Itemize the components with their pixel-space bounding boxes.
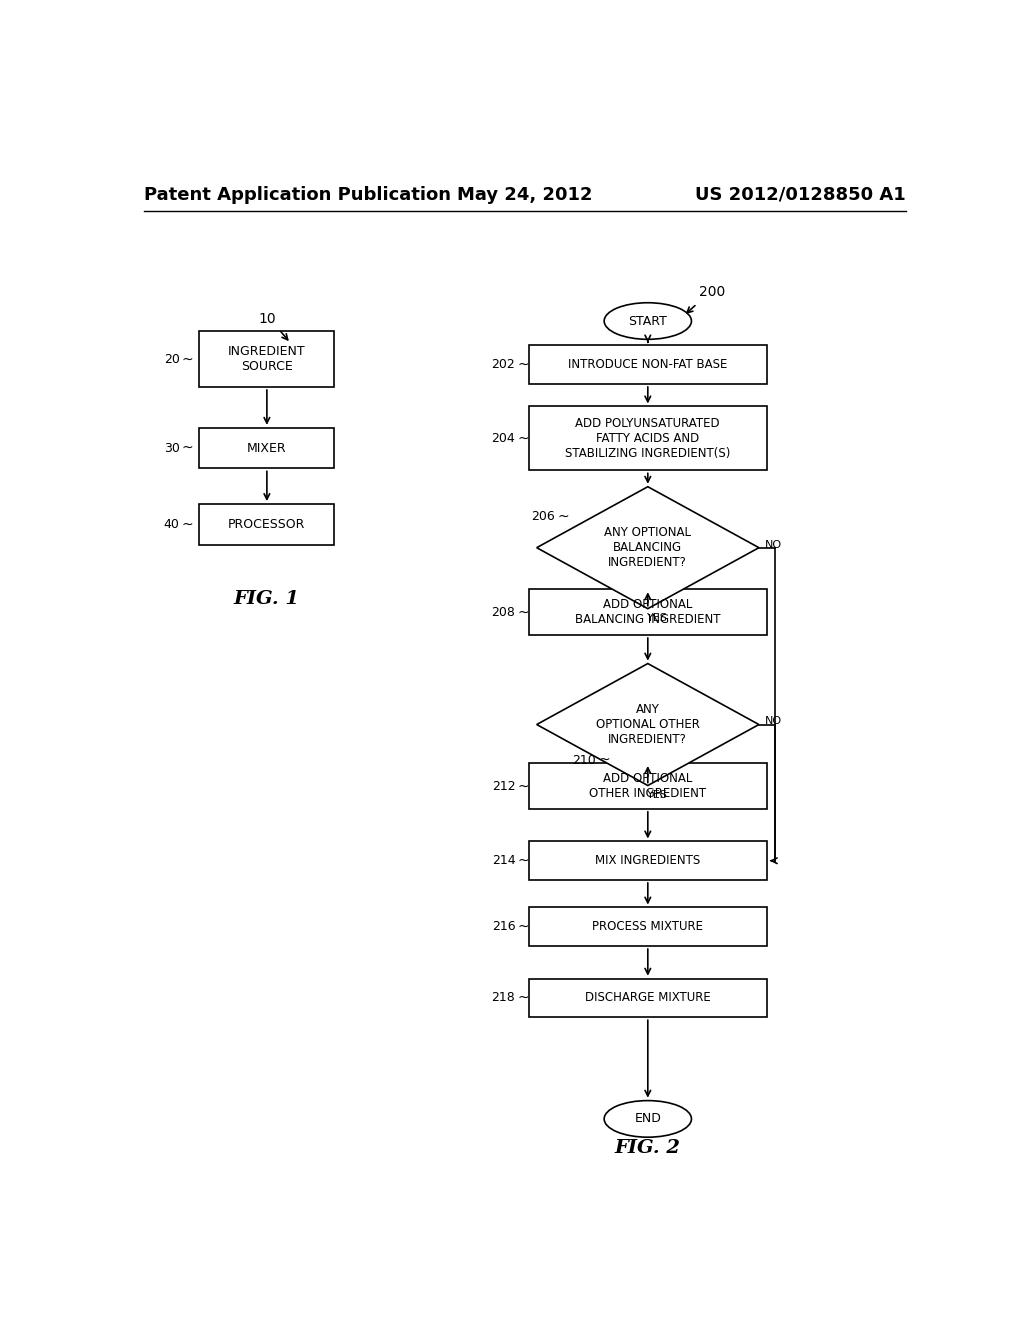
Text: ~: ~ <box>518 780 529 793</box>
Text: START: START <box>629 314 668 327</box>
Text: END: END <box>635 1113 662 1126</box>
FancyBboxPatch shape <box>200 504 334 545</box>
Text: ~: ~ <box>518 920 529 933</box>
FancyBboxPatch shape <box>200 428 334 469</box>
Text: 202: 202 <box>492 358 515 371</box>
Text: MIXER: MIXER <box>247 442 287 454</box>
Text: May 24, 2012: May 24, 2012 <box>457 186 593 205</box>
FancyBboxPatch shape <box>528 407 767 470</box>
Text: MIX INGREDIENTS: MIX INGREDIENTS <box>595 854 700 867</box>
Text: NO: NO <box>765 717 782 726</box>
Text: 214: 214 <box>492 854 515 867</box>
Text: ADD POLYUNSATURATED
FATTY ACIDS AND
STABILIZING INGREDIENT(S): ADD POLYUNSATURATED FATTY ACIDS AND STAB… <box>565 417 730 459</box>
Text: PROCESSOR: PROCESSOR <box>228 517 305 531</box>
Text: ~: ~ <box>518 991 529 1005</box>
Text: 212: 212 <box>492 780 515 793</box>
Text: ~: ~ <box>182 352 194 367</box>
Text: ADD OPTIONAL
OTHER INGREDIENT: ADD OPTIONAL OTHER INGREDIENT <box>589 772 707 800</box>
Text: 210: 210 <box>572 754 596 767</box>
Text: DISCHARGE MIXTURE: DISCHARGE MIXTURE <box>585 991 711 1005</box>
Text: US 2012/0128850 A1: US 2012/0128850 A1 <box>695 186 905 205</box>
FancyBboxPatch shape <box>528 978 767 1018</box>
Ellipse shape <box>604 302 691 339</box>
Text: ~: ~ <box>557 510 569 523</box>
Text: ~: ~ <box>599 754 610 767</box>
Text: NO: NO <box>765 540 782 549</box>
Polygon shape <box>537 664 759 785</box>
FancyBboxPatch shape <box>200 331 334 387</box>
Text: 40: 40 <box>164 517 179 531</box>
Text: ~: ~ <box>518 432 529 446</box>
Text: Patent Application Publication: Patent Application Publication <box>143 186 451 205</box>
Text: 204: 204 <box>492 433 515 445</box>
Text: FIG. 2: FIG. 2 <box>614 1139 681 1156</box>
Text: ADD OPTIONAL
BALANCING INGREDIENT: ADD OPTIONAL BALANCING INGREDIENT <box>575 598 721 626</box>
Text: INTRODUCE NON-FAT BASE: INTRODUCE NON-FAT BASE <box>568 358 727 371</box>
Text: 208: 208 <box>492 606 515 619</box>
Text: ANY OPTIONAL
BALANCING
INGREDIENT?: ANY OPTIONAL BALANCING INGREDIENT? <box>604 527 691 569</box>
Text: ~: ~ <box>518 854 529 867</box>
Text: YES: YES <box>647 612 668 623</box>
Text: 200: 200 <box>699 285 726 298</box>
Text: 20: 20 <box>164 354 179 366</box>
Text: ~: ~ <box>518 358 529 372</box>
FancyBboxPatch shape <box>528 346 767 384</box>
FancyBboxPatch shape <box>528 763 767 809</box>
FancyBboxPatch shape <box>528 841 767 880</box>
Text: FIG. 1: FIG. 1 <box>233 590 300 609</box>
Text: 30: 30 <box>164 442 179 454</box>
Text: INGREDIENT
SOURCE: INGREDIENT SOURCE <box>228 345 306 374</box>
Ellipse shape <box>604 1101 691 1138</box>
Text: 206: 206 <box>531 510 555 523</box>
Text: 218: 218 <box>492 991 515 1005</box>
Text: PROCESS MIXTURE: PROCESS MIXTURE <box>592 920 703 933</box>
Text: ~: ~ <box>182 517 194 532</box>
Text: 10: 10 <box>258 312 275 326</box>
Polygon shape <box>537 487 759 609</box>
FancyBboxPatch shape <box>528 907 767 946</box>
Text: ~: ~ <box>518 606 529 619</box>
Text: ANY
OPTIONAL OTHER
INGREDIENT?: ANY OPTIONAL OTHER INGREDIENT? <box>596 704 699 746</box>
Text: 216: 216 <box>492 920 515 933</box>
FancyBboxPatch shape <box>528 589 767 635</box>
Text: YES: YES <box>647 789 668 800</box>
Text: ~: ~ <box>182 441 194 455</box>
